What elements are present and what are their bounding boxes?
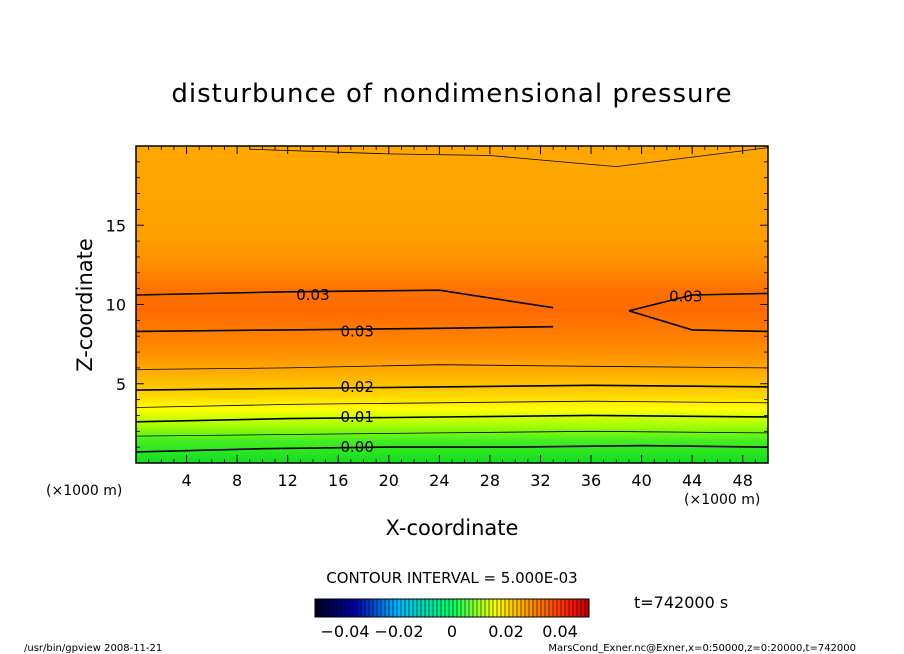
y-tick-label-1: 10	[106, 296, 126, 315]
x-tick-label-7: 32	[530, 471, 550, 490]
x-tick-label-10: 44	[682, 471, 702, 490]
y-axis-ticks: 5 10 15	[106, 161, 768, 448]
colorbar-tick-label-3: 0.02	[488, 622, 524, 641]
contour-label-2: 0.03	[669, 288, 702, 306]
contour-line-10	[249, 147, 768, 168]
x-tick-label-2: 12	[278, 471, 298, 490]
x-tick-label-4: 20	[379, 471, 399, 490]
colorbar	[314, 598, 590, 618]
y-tick-label-0: 5	[116, 375, 126, 394]
x-tick-label-11: 48	[733, 471, 753, 490]
contour-line-4	[136, 384, 768, 391]
contour-label-5: 0.00	[340, 438, 373, 456]
contour-fill	[136, 146, 768, 463]
colorbar-ticks: −0.04 −0.02 0 0.02 0.04	[320, 622, 577, 641]
x-unit-left: (×1000 m)	[46, 483, 122, 499]
contour-label-0: 0.03	[296, 286, 329, 304]
contour-line-3	[136, 400, 768, 408]
x-tick-label-8: 36	[581, 471, 601, 490]
contour-line-6	[136, 325, 554, 333]
plot-area	[136, 146, 768, 463]
x-axis-label: X-coordinate	[386, 516, 519, 540]
contour-line-1	[136, 430, 768, 437]
y-axis-label: Z-coordinate	[73, 238, 97, 372]
contour-labels: 0.03 0.03 0.03 0.02 0.01 0.00	[296, 286, 702, 456]
footer-left: /usr/bin/gpview 2008-11-21	[24, 643, 162, 654]
contour-label-3: 0.02	[340, 378, 373, 396]
contour-label-4: 0.01	[340, 408, 373, 426]
x-tick-label-5: 24	[429, 471, 449, 490]
x-axis-ticks: 4 8 12 16 20 24 28 32 36 40 44 48	[148, 146, 756, 490]
x-tick-label-3: 16	[328, 471, 348, 490]
x-tick-label-9: 40	[631, 471, 651, 490]
contour-line-2	[136, 414, 768, 423]
footer-right: MarsCond_Exner.nc@Exner,x=0:50000,z=0:20…	[548, 643, 856, 654]
x-unit-right: (×1000 m)	[684, 492, 760, 508]
chart-title: disturbunce of nondimensional pressure	[171, 79, 732, 109]
contour-line-8	[628, 292, 768, 312]
contour-line-5	[136, 364, 768, 370]
colorbar-tick-label-4: 0.04	[542, 622, 578, 641]
contour-line-9	[628, 310, 768, 333]
contour-lines	[136, 147, 768, 453]
time-label: t=742000 s	[634, 593, 728, 612]
contour-interval: CONTOUR INTERVAL = 5.000E-03	[326, 569, 577, 587]
contour-line-0	[136, 444, 768, 453]
contour-label-1: 0.03	[340, 322, 373, 340]
colorbar-tick-label-0: −0.04	[320, 622, 369, 641]
x-tick-label-6: 28	[480, 471, 500, 490]
colorbar-tick-label-1: −0.02	[374, 622, 423, 641]
x-tick-label-1: 8	[232, 471, 242, 490]
contour-line-7	[136, 289, 554, 309]
colorbar-tick-label-2: 0	[447, 622, 457, 641]
y-tick-label-2: 15	[106, 216, 126, 235]
x-tick-label-0: 4	[181, 471, 191, 490]
